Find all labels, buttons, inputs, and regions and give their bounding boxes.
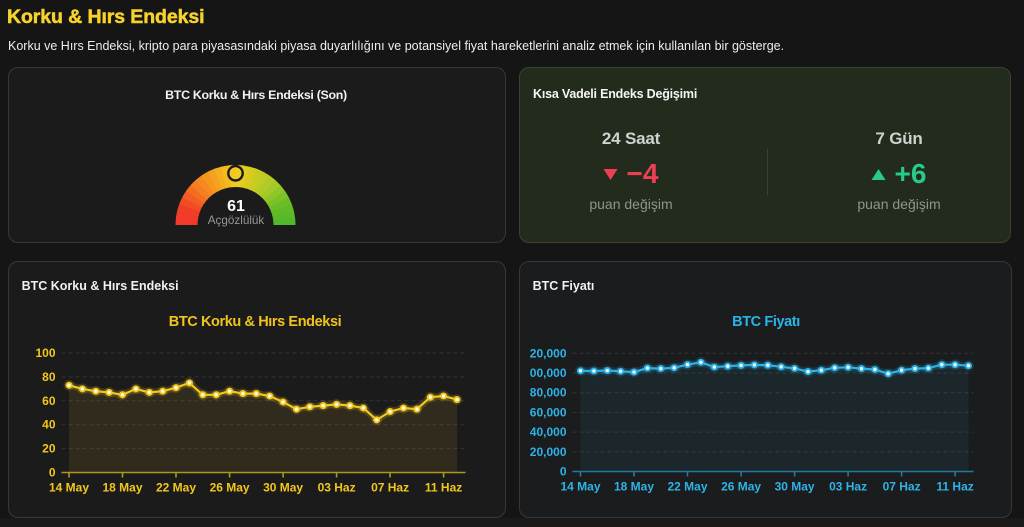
svg-text:11 Haz: 11 Haz: [425, 481, 462, 495]
svg-text:14 May: 14 May: [560, 480, 600, 494]
svg-text:40,000: 40,000: [530, 425, 567, 439]
svg-text:20,000: 20,000: [530, 445, 567, 459]
svg-text:14 May: 14 May: [49, 481, 89, 495]
svg-text:18 May: 18 May: [614, 480, 654, 494]
svg-text:07 Haz: 07 Haz: [883, 480, 921, 494]
svg-text:03 Haz: 03 Haz: [318, 481, 356, 495]
svg-text:80,000: 80,000: [530, 386, 567, 400]
svg-text:80: 80: [42, 370, 56, 384]
svg-text:20: 20: [42, 442, 56, 456]
svg-text:0: 0: [49, 466, 56, 480]
svg-text:100: 100: [35, 346, 55, 360]
svg-text:11 Haz: 11 Haz: [936, 480, 973, 494]
svg-text:22 May: 22 May: [667, 480, 707, 494]
svg-text:03 Haz: 03 Haz: [829, 480, 867, 494]
svg-text:60,000: 60,000: [530, 405, 567, 419]
svg-text:26 May: 26 May: [721, 480, 761, 494]
svg-text:22 May: 22 May: [156, 481, 196, 495]
svg-text:0: 0: [560, 465, 567, 479]
svg-text:26 May: 26 May: [210, 481, 250, 495]
svg-text:18 May: 18 May: [102, 481, 142, 495]
svg-text:60: 60: [42, 394, 56, 408]
svg-text:30 May: 30 May: [775, 480, 815, 494]
svg-text:30 May: 30 May: [263, 481, 303, 495]
svg-text:20,000: 20,000: [530, 346, 567, 360]
svg-text:00,000: 00,000: [530, 366, 567, 380]
svg-text:40: 40: [42, 418, 56, 432]
svg-text:07 Haz: 07 Haz: [371, 481, 409, 495]
